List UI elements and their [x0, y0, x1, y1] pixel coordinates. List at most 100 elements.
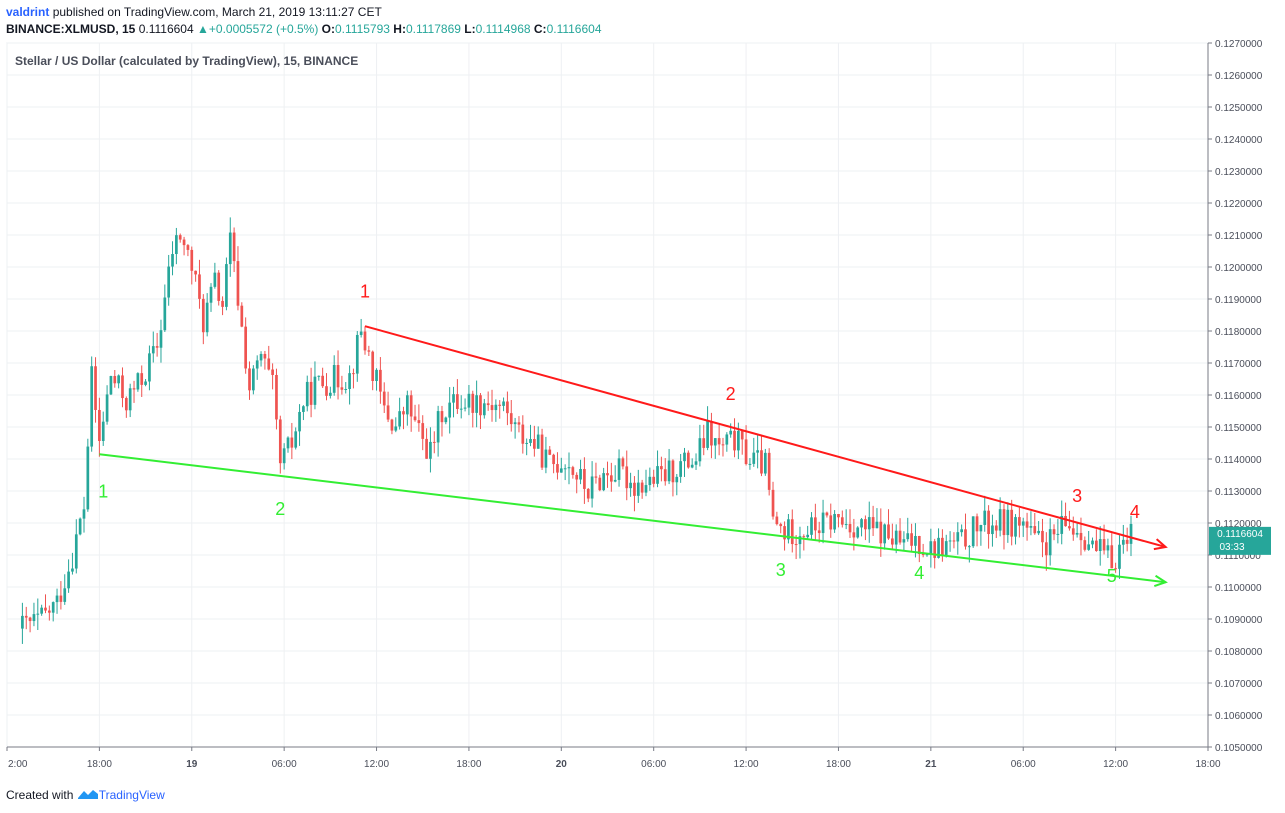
time-tick-label: 19 — [186, 759, 198, 770]
candle-down — [898, 530, 902, 543]
candle-up — [282, 448, 286, 464]
candle-down — [28, 617, 32, 622]
candle-down — [864, 519, 867, 530]
candle-up — [713, 438, 717, 446]
resistance-arrow-icon — [1153, 538, 1168, 551]
time-tick-label: 06:00 — [272, 759, 297, 770]
candle-up — [394, 426, 398, 431]
candle-up — [348, 373, 351, 390]
candle-down — [556, 464, 559, 473]
candle-up — [332, 364, 336, 393]
price-tick-label: 0.1060000 — [1215, 711, 1263, 722]
candle-down — [871, 517, 875, 529]
candle-down — [321, 375, 324, 387]
candle-down — [686, 452, 690, 468]
time-tick-label: 21 — [925, 759, 937, 770]
candle-up — [375, 369, 378, 381]
time-axis[interactable]: 2:00 18:00 19 06:00 12:00 18:00 20 06:00 12:00 18… — [6, 747, 1221, 770]
candle-down — [586, 488, 590, 499]
candle-down — [371, 351, 375, 381]
candle-down — [848, 524, 852, 533]
candle-down — [837, 514, 840, 518]
candle-up — [252, 368, 255, 391]
candle-up — [71, 568, 74, 572]
candle-down — [941, 537, 944, 556]
candle-down — [363, 331, 367, 351]
candle-up — [175, 235, 178, 255]
candle-up — [163, 297, 167, 331]
candle-up — [860, 519, 863, 528]
candle-down — [178, 235, 182, 240]
candle-down — [498, 404, 502, 406]
candle-up — [286, 437, 290, 449]
price-tick-label: 0.1180000 — [1215, 327, 1262, 338]
candle-down — [964, 529, 967, 547]
candle-down — [402, 411, 405, 415]
candle-up — [228, 232, 232, 265]
candle-down — [236, 261, 240, 306]
price-tick-label: 0.1200000 — [1215, 263, 1263, 274]
candle-down — [1095, 540, 1098, 551]
high-value: 0.1117869 — [405, 22, 461, 36]
candle-down — [625, 466, 629, 489]
candle-up — [405, 395, 409, 415]
candle-up — [894, 530, 898, 545]
candle-down — [367, 350, 371, 352]
candle-up — [902, 539, 906, 543]
candle-up — [255, 360, 259, 369]
candle-up — [21, 615, 24, 629]
candle-down — [190, 249, 194, 271]
candle-up — [63, 588, 67, 602]
candle-up — [656, 466, 659, 484]
candle-up — [929, 541, 933, 555]
candle-up — [590, 476, 594, 499]
price-tick-label: 0.1240000 — [1215, 135, 1263, 146]
candle-down — [733, 430, 736, 451]
low-value: 0.1114968 — [475, 22, 531, 36]
candle-down — [1110, 545, 1114, 569]
candle-up — [1029, 526, 1033, 528]
candle-down — [506, 401, 509, 414]
candle-up — [502, 401, 505, 406]
candle-down — [633, 482, 636, 496]
candle-down — [440, 411, 444, 423]
price-tick-label: 0.1120000 — [1215, 519, 1262, 530]
price-axis[interactable]: 0.1050000 0.1060000 0.1070000 0.1080000 0.10… — [1208, 39, 1263, 754]
candle-up — [906, 533, 910, 540]
candle-down — [417, 420, 421, 424]
candle-down — [817, 530, 821, 534]
candle-down — [186, 245, 190, 250]
candle-up — [798, 536, 802, 545]
close-label: C: — [533, 22, 547, 36]
resistance-line — [364, 325, 1166, 548]
last-price-label: 0.1116604 — [1217, 529, 1263, 540]
candle-down — [879, 521, 883, 544]
candle-down — [721, 444, 725, 446]
time-tick-label: 12:00 — [364, 759, 389, 770]
candle-down — [610, 475, 613, 482]
tradingview-link[interactable]: TradingView — [98, 788, 165, 802]
author-link[interactable]: valdrint — [6, 5, 50, 19]
candle-down — [382, 391, 386, 406]
candle-up — [359, 331, 363, 335]
candle-down — [263, 353, 267, 359]
close-value: 0.1116604 — [546, 22, 602, 36]
created-with-label: Created with — [6, 788, 74, 802]
candle-down — [244, 326, 248, 369]
candle-up — [305, 381, 309, 407]
price-tick-label: 0.1270000 — [1215, 39, 1263, 50]
candle-up — [36, 613, 40, 615]
wave-label: 3 — [1072, 486, 1082, 506]
candle-up — [806, 534, 810, 538]
candle-down — [621, 458, 625, 467]
candle-down — [598, 477, 602, 491]
candle-down — [140, 373, 144, 385]
candle-up — [1121, 539, 1125, 545]
candle-up — [159, 330, 163, 348]
time-tick-label: 20 — [556, 759, 568, 770]
candle-down — [775, 516, 779, 525]
candle-up — [1098, 539, 1102, 551]
candle-down — [987, 510, 990, 535]
candle-down — [517, 422, 521, 425]
